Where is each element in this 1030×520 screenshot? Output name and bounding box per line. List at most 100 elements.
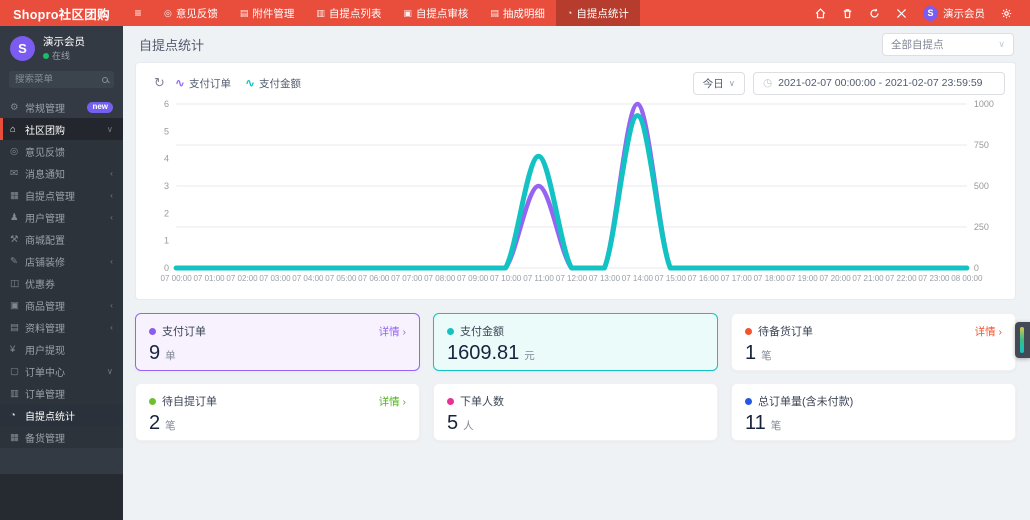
chart-refresh-icon[interactable]: ↻	[154, 75, 165, 90]
chevron-down-icon: ∨	[106, 365, 113, 376]
stat-card-order-users: 下单人数 5 人	[433, 383, 718, 441]
fullscreen-icon[interactable]	[888, 8, 915, 19]
nav-tab-pickup-audit[interactable]: ▣ 自提点审核	[403, 7, 469, 20]
sidebar-item-user-manage[interactable]: ♟ 用户管理 ‹	[10, 211, 113, 225]
sidebar-item-mall-config[interactable]: ⚒ 商城配置	[10, 233, 65, 247]
shop-decorate-icon: ✎	[10, 255, 18, 267]
stat-dot-icon	[745, 397, 752, 405]
legend-paid-orders[interactable]: ∿ 支付订单	[174, 76, 231, 90]
range-preset-button[interactable]: 今日 ∨	[692, 71, 745, 95]
sidebar-user-panel[interactable]: S 演示会员 在线	[0, 26, 123, 69]
pickup-list-tab-icon: ▥	[316, 7, 325, 18]
general-icon: ⚙	[10, 101, 19, 113]
range-group: 今日 ∨ ◷ 2021-02-07 00:00:00 - 2021-02-07 …	[692, 71, 1005, 95]
chevron-left-icon: ‹	[110, 212, 113, 223]
sidebar-item-materials[interactable]: ▤ 资料管理 ‹	[10, 321, 113, 335]
clear-cache-icon[interactable]	[834, 8, 861, 19]
nav-tab-attachments[interactable]: ▤ 附件管理	[239, 7, 295, 20]
sidebar-item-pickup-manage[interactable]: ▦ 自提点管理 ‹	[10, 189, 113, 203]
sidebar-item-notifications[interactable]: ✉ 消息通知 ‹	[10, 167, 113, 181]
search-input[interactable]	[15, 74, 102, 86]
withdraw-icon: ¥	[10, 343, 16, 355]
svg-text:1000: 1000	[974, 99, 994, 109]
svg-text:07 20:00: 07 20:00	[819, 274, 851, 283]
stat-card-pending-stock-orders: 待备货订单 详情 › 1 笔	[731, 313, 1016, 371]
legend-paid-amount[interactable]: ∿ 支付金额	[244, 76, 302, 90]
sidebar-item-coupons[interactable]: ◫ 优惠券	[10, 277, 55, 291]
nav-tab-pickup-list[interactable]: ▥ 自提点列表	[316, 7, 382, 20]
sidebar-avatar: S	[10, 36, 35, 62]
app-logo: Shopro社区团购	[13, 7, 110, 22]
sidebar-item-goods-manage[interactable]: ▣ 商品管理 ‹	[10, 299, 113, 313]
online-dot-icon	[43, 52, 49, 59]
top-navbar: Shopro社区团购 ≡ ◎ 意见反馈 ▤ 附件管理 ▥ 自提点列表 ▣ 自提点审核 ▤ 抽成明细…	[0, 0, 1030, 26]
user-menu[interactable]: S 演示会员	[915, 5, 993, 21]
chevron-down-icon: ∨	[728, 77, 735, 88]
navbar-right: S 演示会员	[807, 0, 1030, 26]
gear-icon[interactable]	[993, 8, 1020, 19]
user-manage-icon: ♟	[10, 211, 19, 223]
sidebar-item-community[interactable]: ⌂ 社区团购 ∨	[0, 118, 123, 141]
floating-widget-bar	[1020, 327, 1024, 353]
mall-config-icon: ⚒	[10, 233, 19, 245]
user-avatar: S	[923, 5, 938, 21]
pickup-stats-icon: ◔	[10, 409, 16, 421]
sidebar-item-shop-decorate[interactable]: ✎ 店铺装修 ‹	[10, 255, 113, 269]
pickup-manage-icon: ▦	[10, 189, 19, 201]
svg-text:4: 4	[164, 154, 169, 164]
svg-text:07 22:00: 07 22:00	[885, 274, 917, 283]
svg-text:07 05:00: 07 05:00	[325, 274, 357, 283]
svg-text:07 09:00: 07 09:00	[457, 274, 489, 283]
page-title: 自提点统计	[139, 37, 205, 53]
nav-tab-feedback[interactable]: ◎ 意见反馈	[164, 7, 218, 20]
svg-text:250: 250	[974, 222, 989, 232]
floating-widget[interactable]	[1015, 322, 1030, 358]
stat-card-paid-amount: 支付金额 1609.81 元	[433, 313, 718, 371]
nav-tab-commission-detail[interactable]: ▤ 抽成明细	[490, 7, 545, 20]
detail-link-pending-stock-orders[interactable]: 详情 ›	[974, 325, 1002, 338]
svg-text:07 00:00: 07 00:00	[161, 274, 193, 283]
hamburger-icon[interactable]: ≡	[134, 6, 142, 20]
sidebar-user-name: 演示会员	[43, 36, 85, 48]
svg-text:07 17:00: 07 17:00	[721, 274, 753, 283]
svg-text:3: 3	[164, 181, 169, 191]
detail-link-paid-orders[interactable]: 详情 ›	[378, 325, 406, 338]
attachments-tab-icon: ▤	[239, 7, 249, 18]
svg-text:07 16:00: 07 16:00	[688, 274, 720, 283]
chevron-left-icon: ‹	[110, 300, 113, 311]
svg-text:07 14:00: 07 14:00	[622, 274, 654, 283]
chart-toolbar: ↻ ∿ 支付订单 ∿ 支付金额 今日 ∨ ◷ 2021-02-07 00:00:00 …	[146, 70, 1005, 96]
coupons-icon: ◫	[10, 277, 19, 289]
sidebar-item-order-manage[interactable]: ▥ 订单管理	[10, 387, 65, 401]
svg-text:750: 750	[974, 140, 989, 150]
sidebar-item-withdraw[interactable]: ¥ 用户提现	[10, 343, 65, 357]
page-header: 自提点统计 全部自提点 ∨	[123, 26, 1030, 62]
nav-tab-pickup-stats[interactable]: ◔ 自提点统计	[555, 0, 640, 26]
detail-link-pending-pickup-orders[interactable]: 详情 ›	[378, 395, 406, 408]
goods-manage-icon: ▣	[10, 299, 19, 311]
sidebar-item-stocking[interactable]: ▦ 备货管理	[10, 431, 65, 445]
stat-dot-icon	[745, 327, 752, 335]
chevron-down-icon: ∨	[106, 123, 113, 134]
sidebar-search[interactable]	[9, 71, 114, 89]
stats-grid: 支付订单 详情 › 9 单支付金额 1609.81 元待备货订单 详情 › 1 笔待自提订单 详情…	[135, 313, 1016, 441]
wave-icon: ∿	[174, 76, 185, 90]
svg-text:07 03:00: 07 03:00	[259, 274, 291, 283]
sidebar-footer	[0, 474, 123, 520]
commission-detail-tab-icon: ▤	[490, 7, 499, 18]
svg-text:2: 2	[164, 208, 169, 218]
clock-icon: ◷	[763, 77, 773, 89]
pickup-audit-tab-icon: ▣	[403, 7, 412, 18]
svg-text:6: 6	[164, 99, 169, 109]
store-filter-select[interactable]: 全部自提点 ∨	[882, 32, 1014, 56]
sidebar-item-general[interactable]: ⚙ 常规管理 new	[0, 96, 123, 118]
refresh-icon[interactable]	[861, 8, 888, 19]
home-icon[interactable]	[807, 7, 834, 19]
date-range-input[interactable]: ◷ 2021-02-07 00:00:00 - 2021-02-07 23:59…	[753, 71, 1005, 95]
sidebar-item-feedback[interactable]: ◎ 意见反馈	[10, 145, 65, 159]
sidebar-item-order-center[interactable]: ▢ 订单中心 ∨	[10, 365, 113, 379]
sidebar-item-pickup-stats[interactable]: ◔ 自提点统计	[0, 404, 123, 427]
stocking-icon: ▦	[10, 431, 19, 443]
sidebar-submenu: ◎ 意见反馈 ✉ 消息通知 ‹ ▦ 自提点管理 ‹ ♟ 用户管理 ‹ ⚒ 商城配置 ✎ 店铺装修 ‹ ◫ 优惠券 ▣…	[0, 140, 123, 449]
